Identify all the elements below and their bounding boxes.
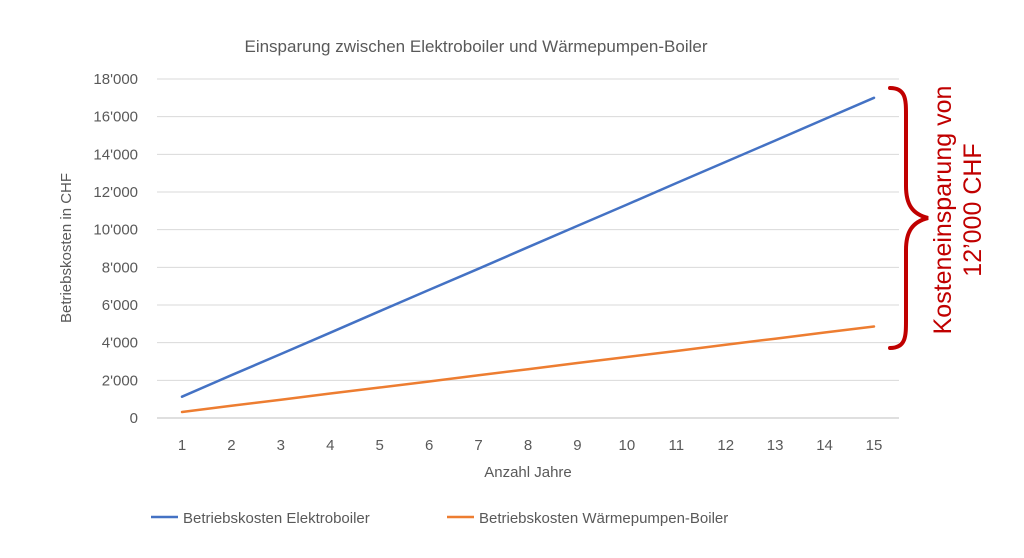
y-tick-label: 14'000 <box>93 146 138 163</box>
legend: Betriebskosten Elektroboiler Betriebskos… <box>151 510 728 527</box>
x-tick-label: 14 <box>816 437 833 454</box>
y-tick-label: 0 <box>130 410 138 427</box>
y-tick-labels: 0 2'000 4'000 6'000 8'000 10'000 12'000 14'000 1… <box>93 71 138 427</box>
y-tick-label: 4'000 <box>102 335 138 352</box>
grid-lines <box>157 78 899 419</box>
x-tick-label: 5 <box>376 437 384 454</box>
y-tick-label: 18'000 <box>93 71 138 88</box>
savings-brace <box>888 86 929 350</box>
y-axis-label: Betriebskosten in CHF <box>58 173 75 323</box>
y-tick-label: 12'000 <box>93 184 138 201</box>
x-tick-label: 8 <box>524 437 532 454</box>
annotation-line-2: 12’000 CHF <box>959 143 987 276</box>
legend-label-elektroboiler: Betriebskosten Elektroboiler <box>183 510 370 527</box>
chart-title: Einsparung zwischen Elektroboiler und Wä… <box>244 37 707 56</box>
x-tick-label: 9 <box>573 437 581 454</box>
x-tick-label: 12 <box>717 437 734 454</box>
x-tick-labels: 1 2 3 4 5 6 7 8 9 10 11 12 13 14 15 <box>178 437 883 454</box>
x-tick-label: 15 <box>866 437 883 454</box>
y-tick-label: 16'000 <box>93 109 138 126</box>
x-tick-label: 2 <box>227 437 235 454</box>
x-tick-label: 6 <box>425 437 433 454</box>
series-line-1 <box>180 325 876 414</box>
x-tick-label: 10 <box>619 437 636 454</box>
y-tick-label: 10'000 <box>93 222 138 239</box>
y-tick-label: 2'000 <box>102 372 138 389</box>
x-tick-label: 3 <box>277 437 285 454</box>
x-tick-label: 4 <box>326 437 334 454</box>
y-tick-label: 8'000 <box>102 259 138 276</box>
savings-annotation: Kosteneinsparung von 12’000 CHF <box>929 86 987 335</box>
x-tick-label: 7 <box>474 437 482 454</box>
x-tick-label: 13 <box>767 437 784 454</box>
x-tick-label: 11 <box>668 437 684 454</box>
x-tick-label: 1 <box>178 437 186 454</box>
y-tick-label: 6'000 <box>102 297 138 314</box>
legend-label-waermepumpe: Betriebskosten Wärmepumpen-Boiler <box>479 510 728 527</box>
series-lines <box>180 96 876 414</box>
series-line-0 <box>180 96 876 398</box>
annotation-line-1: Kosteneinsparung von <box>929 86 957 335</box>
x-axis-label: Anzahl Jahre <box>484 464 572 481</box>
